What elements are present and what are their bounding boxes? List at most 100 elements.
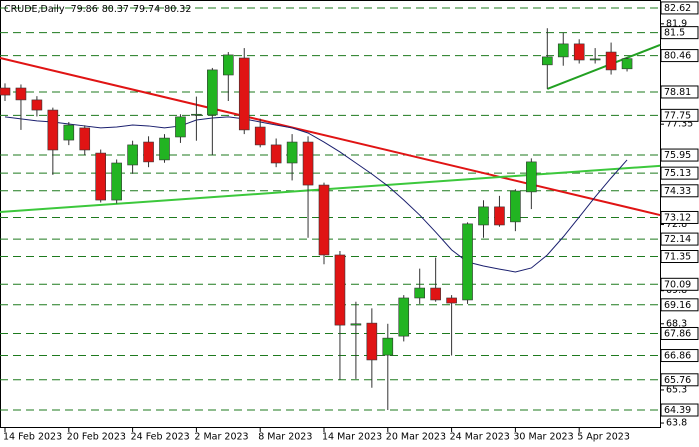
candle-body	[47, 109, 59, 151]
plot-area	[0, 7, 661, 411]
level-label-box	[660, 250, 699, 264]
candle-body	[541, 56, 553, 66]
candle-body	[95, 152, 106, 201]
level-label: 74.33	[664, 186, 691, 197]
candle-body	[430, 287, 441, 301]
level-label: 70.09	[664, 279, 691, 290]
x-tick-label: 14 Mar 2023	[322, 432, 382, 443]
candle-body	[31, 99, 43, 111]
level-label-box	[660, 210, 699, 224]
x-tick-label: 8 Mar 2023	[258, 432, 312, 443]
x-tick-label: 20 Mar 2023	[386, 432, 446, 443]
open: 79.86	[71, 4, 98, 15]
x-tick-label: 14 Feb 2023	[3, 432, 62, 443]
candle-body	[159, 137, 170, 161]
level-label-box	[660, 298, 699, 312]
candle-body	[414, 287, 426, 299]
candle-body	[270, 144, 282, 164]
chart-header: CRUDE,Daily 79.86 80.37 79.74 80.32	[4, 4, 191, 15]
level-label: 65.76	[664, 375, 691, 386]
level-label: 75.95	[664, 150, 691, 161]
level-label: 73.12	[664, 212, 691, 223]
x-tick-label: 20 Feb 2023	[67, 432, 126, 443]
candle-body	[0, 87, 11, 96]
level-label: 75.13	[664, 168, 691, 179]
level-label-box	[660, 26, 699, 40]
x-tick-label: 2 Mar 2023	[194, 432, 248, 443]
high: 80.37	[102, 4, 129, 15]
plot-frame	[0, 0, 661, 428]
candle-body	[398, 297, 410, 337]
candle-body	[207, 69, 218, 116]
level-label: 78.81	[664, 87, 691, 98]
candle-body	[478, 206, 489, 226]
level-label-box	[660, 148, 699, 162]
y-tick-label: 77.35	[666, 119, 693, 130]
candle-body	[79, 127, 91, 151]
level-label-box	[660, 85, 699, 99]
close: 80.32	[164, 4, 191, 15]
candle-body	[238, 57, 250, 131]
candle-body	[621, 58, 633, 70]
level-label-box	[660, 184, 699, 198]
level-label-box	[660, 1, 699, 15]
y-tick-label: 81.9	[666, 18, 687, 29]
level-label: 81.5	[664, 28, 685, 39]
level-label: 72.14	[664, 234, 691, 245]
candle-body	[143, 141, 154, 163]
trendline	[0, 164, 661, 213]
x-tick-label: 30 Mar 2023	[513, 432, 573, 443]
symbol: CRUDE,Daily	[4, 4, 65, 15]
level-label-box	[660, 108, 699, 122]
candle-body	[462, 223, 473, 301]
candle-body	[366, 322, 378, 361]
low: 79.74	[133, 4, 160, 15]
candle-body	[510, 190, 521, 223]
candle-body	[302, 141, 314, 186]
trendline	[0, 57, 661, 217]
y-tick-label: 65.3	[666, 384, 687, 395]
y-tick-label: 68.3	[666, 318, 687, 329]
candle-body	[127, 144, 138, 166]
level-label: 77.75	[664, 110, 691, 121]
candle-body	[223, 54, 234, 76]
candle-body	[286, 141, 298, 164]
candle-body	[191, 113, 202, 116]
candle-body	[446, 297, 457, 304]
candle-body	[494, 206, 505, 226]
x-tick-label: 24 Mar 2023	[450, 432, 510, 443]
level-label-box	[660, 232, 699, 246]
level-label-box	[660, 326, 699, 340]
level-label: 67.86	[664, 328, 691, 339]
candle-body	[589, 58, 601, 61]
x-tick-label: 5 Apr 2023	[577, 432, 630, 443]
candle-body	[350, 323, 362, 326]
y-tick-label: 63.8	[666, 418, 687, 429]
candle-body	[605, 51, 617, 71]
candle-body	[111, 162, 122, 201]
level-label-box	[660, 349, 699, 363]
level-label-box	[660, 277, 699, 291]
level-label-box	[660, 49, 699, 63]
candle-body	[526, 161, 537, 193]
level-label-box	[660, 403, 699, 417]
moving-average	[4, 116, 628, 273]
x-tick-label: 24 Feb 2023	[131, 432, 190, 443]
candle-body	[15, 87, 27, 101]
level-label-box	[660, 166, 699, 180]
candle-body	[318, 184, 330, 256]
level-label-box	[660, 373, 699, 387]
y-tick-label: 72.8	[666, 219, 687, 230]
candle-body	[382, 337, 394, 356]
candle-body	[175, 116, 186, 138]
candle-body	[573, 43, 585, 61]
level-label: 80.46	[664, 51, 691, 62]
candle-body	[63, 124, 75, 141]
level-label: 64.39	[664, 405, 691, 416]
level-label: 71.35	[664, 252, 691, 263]
level-label: 66.86	[664, 351, 691, 362]
level-label: 69.16	[664, 300, 691, 311]
candle-body	[254, 126, 266, 146]
candle-body	[557, 43, 569, 58]
